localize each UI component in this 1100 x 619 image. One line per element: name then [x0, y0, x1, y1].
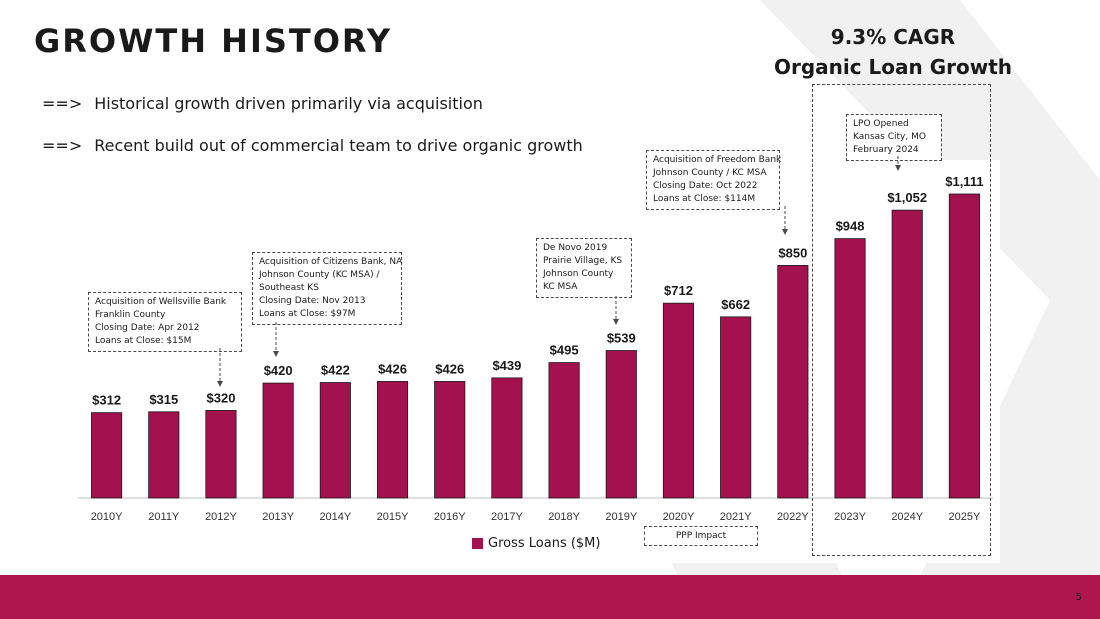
legend-swatch: [472, 538, 483, 549]
annotation-line: Prairie Village, KS: [543, 256, 623, 266]
bar-2014Y: [319, 382, 351, 499]
bar-2011Y: [148, 411, 180, 499]
cagr-line2: Organic Loan Growth: [773, 55, 1013, 79]
bar-2018Y: [548, 362, 580, 499]
legend-label: Gross Loans ($M): [488, 536, 601, 551]
bar-2013Y: [262, 382, 294, 499]
bullet-1: ==> Historical growth driven primarily vi…: [42, 94, 483, 113]
annotation-denovo: De Novo 2019 Prairie Village, KS Johnson…: [536, 238, 632, 298]
x-tick-2017Y: 2017Y: [491, 511, 523, 523]
bar-2015Y: [376, 381, 409, 499]
bar-2012Y: [205, 410, 237, 499]
data-label-2010Y: $312: [92, 393, 121, 408]
x-tick-2011Y: 2011Y: [148, 511, 180, 523]
annotation-line: Closing Date: Oct 2022: [653, 181, 758, 191]
annotation-line: February 2024: [853, 145, 919, 155]
data-label-2019Y: $539: [607, 331, 636, 346]
cagr-heading: 9.3% CAGR Organic Loan Growth: [760, 22, 1026, 82]
data-label-2016Y: $426: [435, 361, 464, 376]
gross-loans-chart: $312 2010Y $315 2011Y $320 2012Y $420 2013Y $422…: [78, 174, 993, 523]
data-label-2011Y: $315: [149, 392, 178, 407]
data-label-2023Y: $948: [836, 219, 865, 234]
annotation-line: LPO Opened: [853, 119, 909, 129]
bar-2019Y: [605, 350, 637, 499]
annotation-line: Acquisition of Citizens Bank, NA: [259, 257, 403, 267]
organic-growth-highlight-box: [812, 84, 991, 556]
data-label-2022Y: $850: [778, 245, 807, 260]
x-tick-2014Y: 2014Y: [319, 511, 351, 523]
x-tick-2020Y: 2020Y: [663, 511, 695, 523]
annotation-line: Kansas City, MO: [853, 132, 926, 142]
annotation-freedom: Acquisition of Freedom Bank Johnson Coun…: [646, 150, 782, 210]
data-label-2015Y: $426: [378, 361, 407, 376]
annotation-lpo: LPO Opened Kansas City, MO February 2024: [846, 114, 942, 161]
data-label-2020Y: $712: [664, 283, 693, 298]
annotation-line: Loans at Close: $15M: [95, 336, 192, 346]
data-label-2025Y: $1,111: [945, 174, 983, 189]
x-tick-2018Y: 2018Y: [548, 511, 580, 523]
annotation-wellsville: Acquisition of Wellsville Bank Franklin …: [88, 292, 242, 352]
annotation-line: Loans at Close: $97M: [259, 309, 356, 319]
x-tick-2016Y: 2016Y: [434, 511, 466, 523]
x-tick-2024Y: 2024Y: [891, 511, 923, 523]
ppp-impact-label: PPP Impact: [644, 526, 758, 546]
annotation-line: Southeast KS: [259, 283, 319, 293]
annotation-line: Acquisition of Wellsville Bank: [95, 297, 227, 307]
bullet-arrow: ==>: [42, 136, 83, 155]
annotation-line: De Novo 2019: [543, 243, 608, 253]
bullet-text: Historical growth driven primarily via a…: [94, 94, 483, 113]
annotation-line: Closing Date: Nov 2013: [259, 296, 366, 306]
data-label-2014Y: $422: [321, 363, 350, 378]
cagr-line1: 9.3% CAGR: [830, 25, 956, 49]
x-tick-2015Y: 2015Y: [377, 511, 409, 523]
x-tick-2019Y: 2019Y: [605, 511, 637, 523]
x-tick-2012Y: 2012Y: [205, 511, 237, 523]
annotation-line: KC MSA: [543, 282, 578, 292]
data-label-2017Y: $439: [492, 358, 521, 373]
bar-2022Y: [777, 265, 809, 499]
bar-2017Y: [491, 377, 523, 499]
bar-2016Y: [434, 381, 466, 499]
bar-2021Y: [720, 316, 752, 499]
bar-2010Y: [91, 412, 123, 499]
annotation-line: Closing Date: Apr 2012: [95, 323, 200, 333]
x-tick-2021Y: 2021Y: [720, 511, 752, 523]
data-label-2013Y: $420: [264, 363, 293, 378]
bullet-arrow: ==>: [42, 94, 83, 113]
annotation-line: Johnson County: [543, 269, 614, 279]
x-tick-2013Y: 2013Y: [262, 511, 294, 523]
bar-2024Y: [891, 209, 923, 499]
data-label-2018Y: $495: [550, 343, 579, 358]
page-title: GROWTH HISTORY: [34, 22, 392, 60]
chart-legend: Gross Loans ($M): [472, 536, 600, 551]
data-label-2024Y: $1,052: [887, 190, 927, 205]
bullet-2: ==> Recent build out of commercial team t…: [42, 136, 583, 155]
annotation-line: Acquisition of Freedom Bank: [653, 155, 782, 165]
annotation-line: Johnson County / KC MSA: [653, 168, 767, 178]
annotation-line: Johnson County (KC MSA) /: [259, 270, 380, 280]
bar-2023Y: [834, 238, 866, 499]
bar-2020Y: [662, 302, 695, 499]
footer-band: [0, 575, 1100, 619]
annotation-line: Franklin County: [95, 310, 166, 320]
x-tick-2023Y: 2023Y: [834, 511, 866, 523]
page-number: 5: [1075, 592, 1082, 603]
x-tick-2010Y: 2010Y: [91, 511, 123, 523]
annotation-citizens: Acquisition of Citizens Bank, NA Johnson…: [252, 252, 402, 325]
x-tick-2022Y: 2022Y: [777, 511, 809, 523]
bar-2025Y: [948, 193, 980, 499]
x-tick-2025Y: 2025Y: [949, 511, 981, 523]
bullet-text: Recent build out of commercial team to d…: [94, 136, 583, 155]
data-label-2021Y: $662: [721, 297, 750, 312]
data-label-2012Y: $320: [207, 390, 236, 405]
annotation-line: Loans at Close: $114M: [653, 194, 756, 204]
